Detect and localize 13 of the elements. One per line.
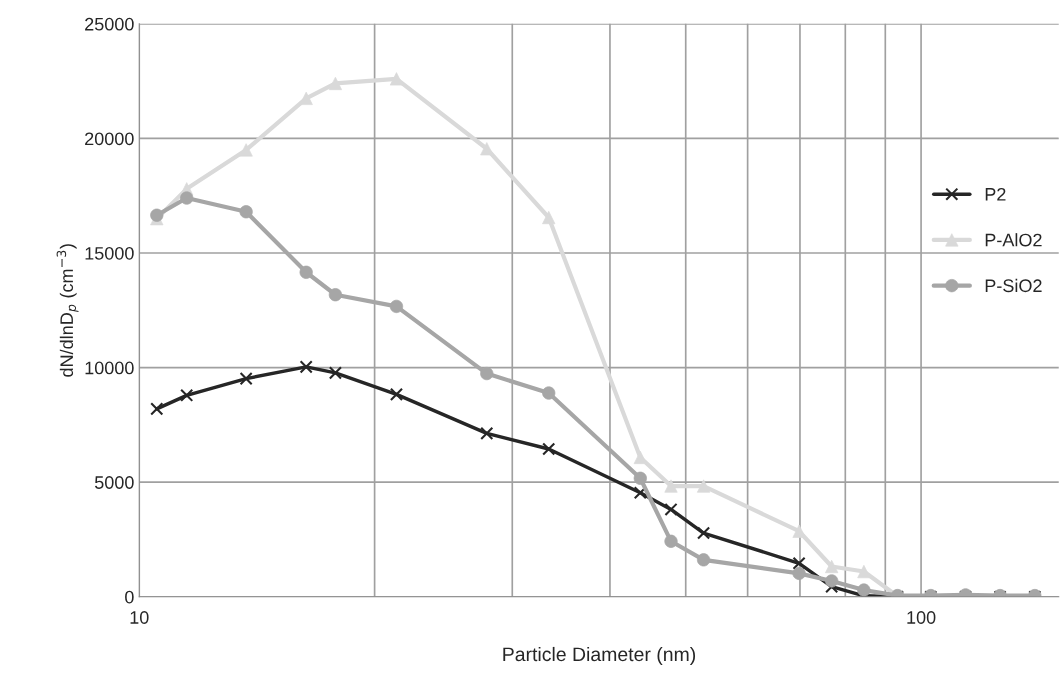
- y-tick-label: 10000: [85, 361, 134, 375]
- y-tick-label: 20000: [85, 132, 134, 146]
- x-axis-title: Particle Diameter (nm): [503, 646, 696, 666]
- y-axis-title: dN/dlnD$_{p}$ (cm$^{−3}$): [56, 244, 79, 377]
- legend-label: P2: [985, 187, 1006, 201]
- y-tick-label: 5000: [94, 476, 134, 489]
- x-tick-label: 10: [130, 611, 149, 624]
- x-tick-label: 100: [907, 611, 936, 624]
- y-tick-label: 0: [125, 590, 134, 604]
- legend-label: P-AlO2: [985, 233, 1042, 247]
- y-tick-label: 15000: [85, 246, 134, 260]
- y-tick-label: 25000: [85, 17, 134, 31]
- legend-label: P-SiO2: [985, 278, 1042, 293]
